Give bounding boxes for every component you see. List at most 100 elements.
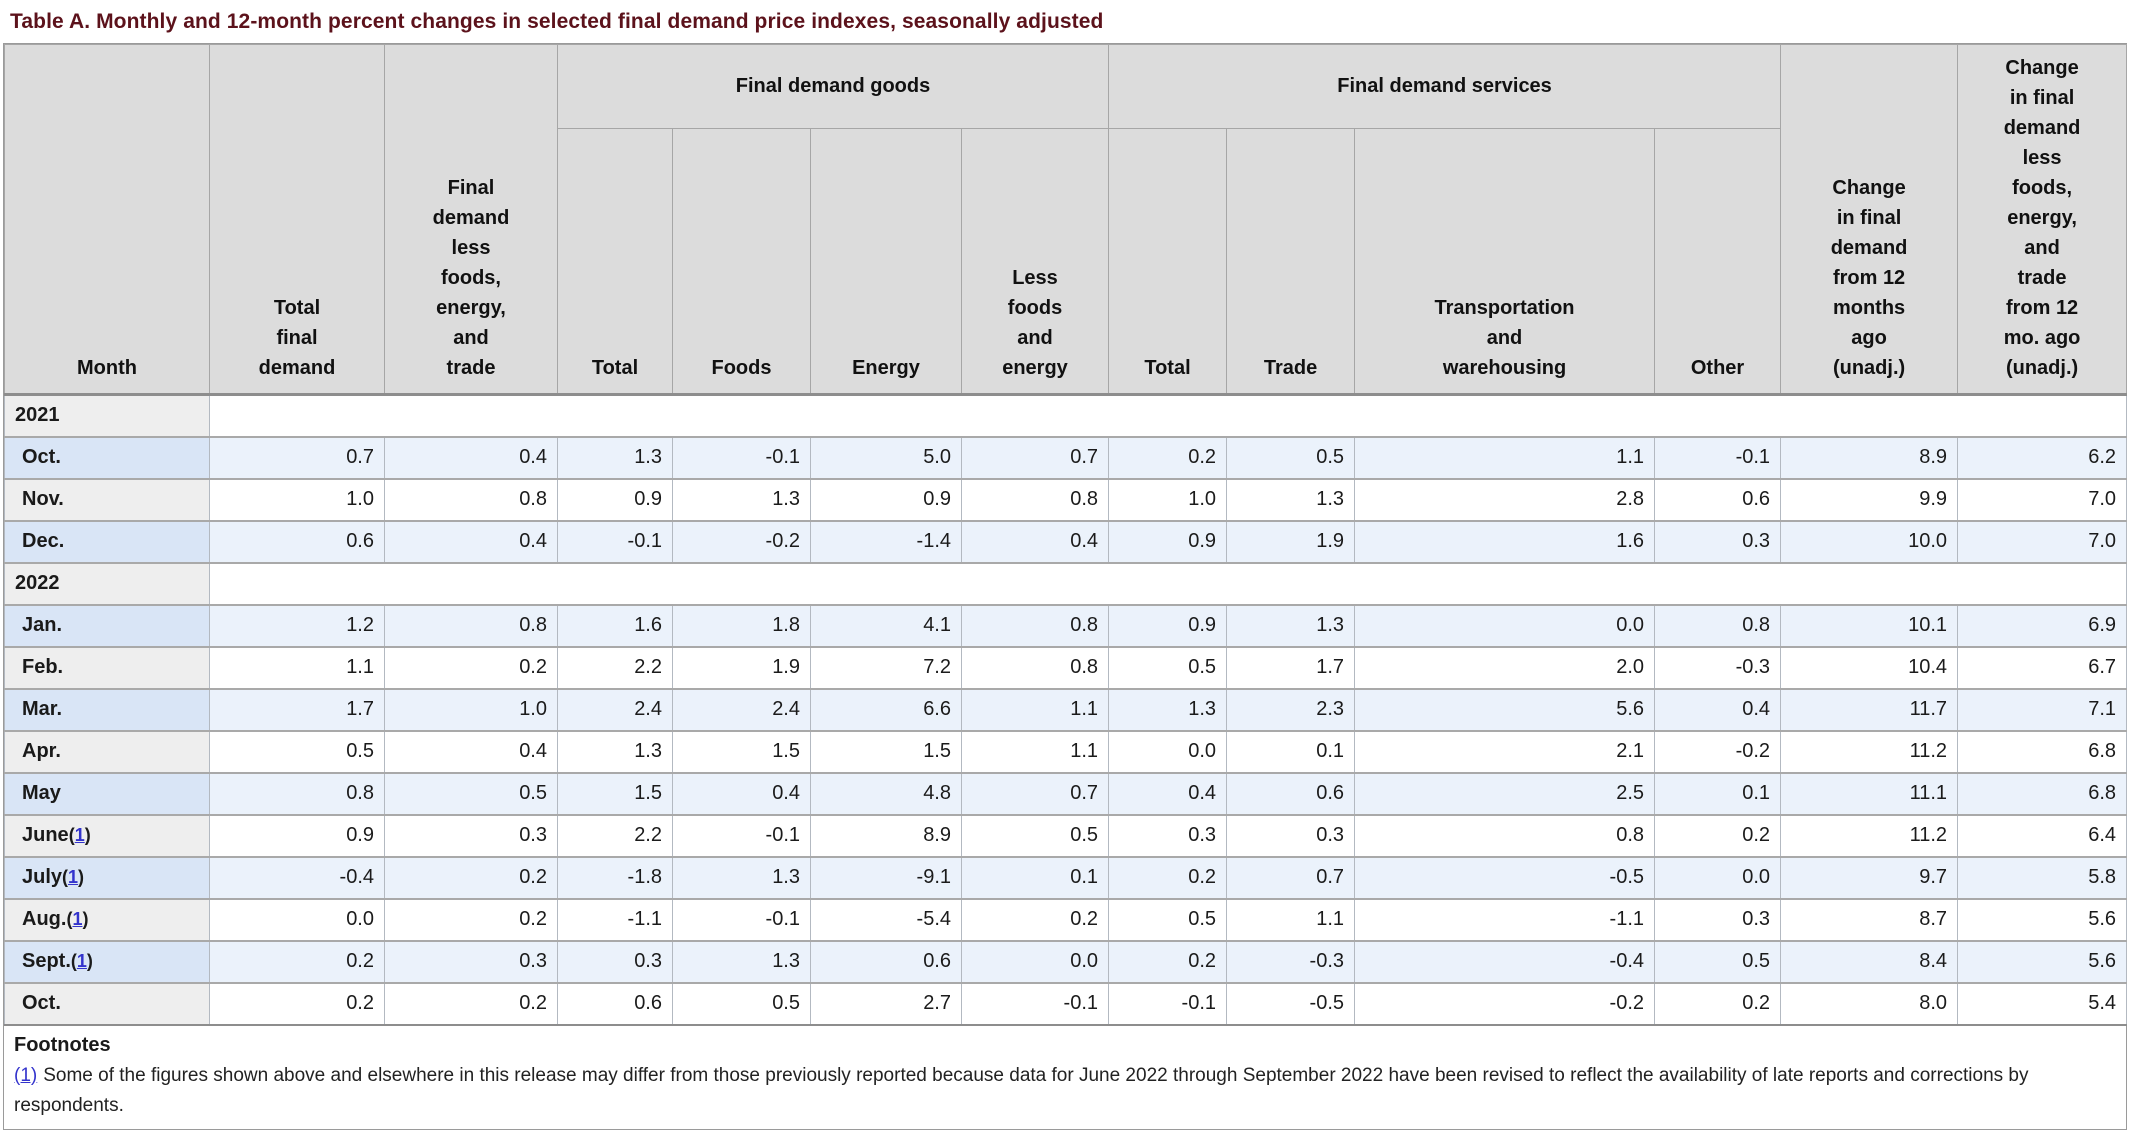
value-cell: 0.8 (384, 604, 558, 647)
value-cell: 1.3 (672, 856, 811, 899)
month-cell: Feb. (4, 646, 210, 689)
footnote-paren-open: ( (62, 867, 69, 887)
value-cell: 6.2 (1957, 436, 2128, 479)
value-cell: 2.0 (1354, 646, 1656, 689)
col-header-services-other: Other (1654, 128, 1782, 395)
value-cell: 1.6 (557, 604, 673, 647)
month-label: May (22, 782, 61, 804)
value-cell: 6.4 (1957, 814, 2128, 857)
value-cell: 0.5 (1654, 940, 1782, 983)
value-cell: 1.3 (672, 478, 811, 521)
value-cell: 0.6 (810, 940, 962, 983)
value-cell: 0.2 (384, 646, 558, 689)
value-cell: 1.5 (672, 730, 811, 773)
footnote-marker-link[interactable]: (1) (14, 1064, 38, 1086)
footnote-line: (1) Some of the figures shown above and e… (14, 1061, 2112, 1121)
footnote-paren-close: ) (78, 867, 85, 887)
month-cell: Oct. (4, 436, 210, 479)
value-cell: 1.3 (557, 436, 673, 479)
value-cell: 0.3 (384, 814, 558, 857)
year-row: 2021 (4, 394, 2128, 437)
value-cell: 2.2 (557, 814, 673, 857)
value-cell: 0.4 (960, 520, 1110, 563)
value-cell: 0.8 (1654, 604, 1782, 647)
value-cell: -0.1 (672, 436, 811, 479)
value-cell: 2.1 (1354, 730, 1656, 773)
value-cell: 0.2 (1108, 940, 1228, 983)
table-title: Table A. Monthly and 12-month percent ch… (10, 10, 1104, 33)
value-cell: 1.3 (1108, 688, 1228, 731)
value-cell: 0.0 (1108, 730, 1228, 773)
value-cell: 1.3 (1226, 604, 1356, 647)
value-cell: 5.0 (810, 436, 962, 479)
value-cell: -0.3 (1654, 646, 1782, 689)
month-row: Jan. 1.2 0.8 1.6 1.8 4.1 0.8 0.9 1.3 0.0 0.8 10.1 6.… (4, 604, 2128, 647)
value-cell: 2.3 (1226, 688, 1356, 731)
col-header-label: Change in final demand less foods, energ… (2003, 57, 2081, 379)
value-cell: -1.4 (810, 520, 962, 563)
value-cell: 8.7 (1780, 898, 1959, 941)
value-cell: 0.7 (1226, 856, 1356, 899)
value-cell: 11.1 (1780, 772, 1959, 815)
footnote-ref-link[interactable]: 1 (72, 909, 83, 929)
value-cell: 0.4 (1654, 688, 1782, 731)
value-cell: -0.1 (1654, 436, 1782, 479)
value-cell: 0.2 (209, 940, 385, 983)
value-cell: 0.2 (209, 982, 385, 1025)
value-cell: 1.3 (672, 940, 811, 983)
col-header-goods-energy: Energy (810, 128, 962, 395)
footnote-ref-link[interactable]: 1 (68, 867, 79, 887)
value-cell: -1.1 (1354, 898, 1656, 941)
value-cell: 9.9 (1780, 478, 1959, 521)
year-label: 2022 (15, 572, 60, 594)
month-cell: Apr. (4, 730, 210, 773)
value-cell: 1.7 (1226, 646, 1356, 689)
col-header-label: Trade (1263, 357, 1318, 379)
value-cell: 0.3 (1654, 898, 1782, 941)
month-cell: Jan. (4, 604, 210, 647)
month-row: Dec. 0.6 0.4 -0.1 -0.2 -1.4 0.4 0.9 1.9 1.6 0.3 10.… (4, 520, 2128, 563)
value-cell: 0.5 (1108, 898, 1228, 941)
month-label: Mar. (22, 698, 63, 720)
value-cell: 0.9 (1108, 520, 1228, 563)
value-cell: 0.8 (1354, 814, 1656, 857)
month-label: July (22, 866, 63, 888)
footnote-ref-link[interactable]: 1 (76, 951, 87, 971)
col-header-change-12mo-less: Change in final demand less foods, energ… (1957, 44, 2128, 395)
value-cell: 5.6 (1354, 688, 1656, 731)
value-cell: 5.8 (1957, 856, 2128, 899)
year-cell: 2022 (4, 562, 210, 605)
value-cell: 0.5 (384, 772, 558, 815)
value-cell: 1.6 (1354, 520, 1656, 563)
value-cell: -0.2 (1654, 730, 1782, 773)
value-cell: 7.1 (1957, 688, 2128, 731)
value-cell: -1.8 (557, 856, 673, 899)
value-cell: 0.5 (1108, 646, 1228, 689)
value-cell: 4.1 (810, 604, 962, 647)
footnote-paren-open: ( (68, 825, 75, 845)
value-cell: 0.8 (960, 646, 1110, 689)
footnote-ref-link[interactable]: 1 (74, 825, 85, 845)
value-cell: 11.2 (1780, 814, 1959, 857)
value-cell: 1.3 (1226, 478, 1356, 521)
value-cell: 0.9 (810, 478, 962, 521)
footnote-paren-close: ) (84, 825, 91, 845)
value-cell: 0.6 (1654, 478, 1782, 521)
month-label: Oct. (22, 446, 61, 468)
year-row: 2022 (4, 562, 2128, 605)
footnote-text: Some of the figures shown above and else… (14, 1064, 2029, 1116)
value-cell: 8.4 (1780, 940, 1959, 983)
month-label: Dec. (22, 530, 65, 552)
footnote-paren-close: ) (82, 909, 89, 929)
month-cell: July(1) (4, 856, 210, 899)
year-label: 2021 (15, 404, 60, 427)
footnote-paren-close: ) (86, 951, 93, 971)
month-label: Oct. (22, 992, 61, 1014)
month-row: Apr. 0.5 0.4 1.3 1.5 1.5 1.1 0.0 0.1 2.1 -0.2 11.2 6… (4, 730, 2128, 773)
value-cell: -0.5 (1354, 856, 1656, 899)
value-cell: 0.9 (557, 478, 673, 521)
value-cell: 0.0 (1354, 604, 1656, 647)
value-cell: 0.1 (960, 856, 1110, 899)
year-row-spacer (208, 394, 2128, 437)
